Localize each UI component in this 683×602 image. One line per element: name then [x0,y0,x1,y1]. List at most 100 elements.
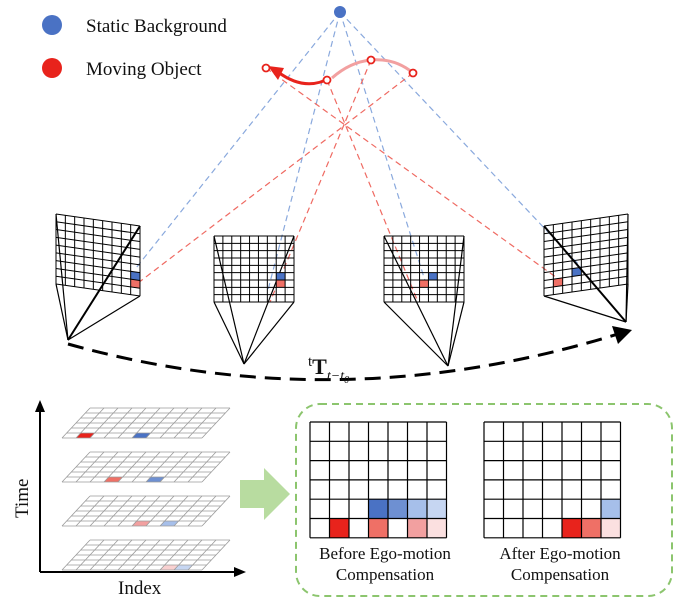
projection-rays [135,11,583,303]
camera-4-grid-row [543,283,629,297]
transform-label-subsubscript: 0 [344,375,349,386]
camera-4-grid-row [543,236,629,250]
camera-2-moving-pixel [276,280,286,288]
camera-1-grid-row [55,275,141,289]
frame-layer-cell [174,565,193,570]
after-caption-line1: After Ego-motion [499,544,621,563]
camera-2-frustum-edge-4 [213,301,245,365]
frame-layer-cell [132,521,151,526]
camera-1-grid-row [55,229,141,243]
after-cell [581,518,601,538]
after-cell [601,499,621,519]
static-legend-marker [42,15,62,35]
camera-4-frustum-highlight [543,225,627,323]
camera-4-grid-row [543,252,629,266]
static-legend-label: Static Background [86,16,227,37]
transform-label-subscript: t−t [327,369,345,384]
camera-4-frustum-edge-3 [625,283,629,323]
camera-3-moving-pixel [419,280,429,288]
camera-1-grid-row [55,221,141,235]
frame-layer-1 [61,407,231,439]
camera-1 [55,213,141,341]
index-axis-arrowhead [234,567,246,577]
camera-4-grid-row [543,244,629,258]
before-caption-line1: Before Ego-motion [319,544,451,563]
after-cell [601,518,621,538]
static-ray-cam2 [267,11,341,291]
camera-1-moving-pixel [130,279,140,289]
moving-ray-cam3 [326,79,419,303]
frame-layer-cell [76,433,95,438]
moving-ray-cam2 [269,59,372,303]
camera-4-frustum-edge-4 [543,295,627,323]
before-compensation-grid [309,421,448,539]
camera-1-grid-row [55,267,141,281]
camera-4-grid-row [543,260,629,274]
before-cell [329,518,349,538]
static-ray-cam1 [135,11,341,269]
camera-2-frustum-edge-2 [243,235,295,365]
camera-1-grid-row [55,260,141,274]
frame-layer-3 [61,495,231,527]
frame-layer-4 [61,539,231,571]
camera-3-frustum-edge-4 [383,301,449,367]
before-cell [427,499,447,519]
moving-legend-marker [42,58,62,78]
time-axis-arrowhead [35,400,45,412]
camera-2 [213,235,295,365]
camera-1-grid-row [55,213,141,227]
moving-point-t0 [408,68,418,78]
camera-4-grid-row [543,213,629,227]
camera-1-grid-row [55,283,141,297]
camera-3 [383,235,465,367]
camera-4-static-pixel [572,267,582,277]
before-caption-line2: Compensation [336,565,435,584]
comparison-panel [295,403,673,597]
moving-ray-cam1 [137,72,414,284]
ego-trajectory-arc [67,332,619,382]
after-cell [562,518,582,538]
before-cell [427,518,447,538]
frame-layer-cell [132,433,151,438]
camera-2-frustum-edge-3 [243,301,295,365]
frame-stack [61,407,231,571]
after-compensation-grid [483,421,622,539]
transform-arrow [240,468,290,520]
camera-4 [543,213,629,323]
camera-1-frustum-highlight [67,225,141,341]
camera-4-grid-row [543,275,629,289]
ego-trajectory-arrowhead [612,326,632,344]
camera-1-grid-row [55,252,141,266]
camera-3-frustum-edge-3 [447,301,465,367]
moving-point-t1 [366,55,376,65]
camera-1-static-pixel [130,271,140,281]
frame-layer-2 [61,451,231,483]
time-axis-label: Time [12,479,33,518]
static-point [334,6,346,18]
legend: Static Background Moving Object [42,15,227,80]
moving-point-t3 [261,63,271,73]
frame-layer-cell [146,477,165,482]
camera-4-moving-pixel [553,277,563,287]
frame-layer-cell [104,477,123,482]
before-cell [368,518,388,538]
transform-label-symbol: T [312,354,327,379]
camera-4-grid-row [543,221,629,235]
before-cell [368,499,388,519]
trajectory-arrowhead [268,66,284,80]
camera-1-grid-row [55,244,141,258]
frame-layer-cell [160,565,179,570]
camera-4-grid-row [543,229,629,243]
moving-ray-cam4 [265,67,565,284]
transform-label-superscript: t [308,354,313,370]
after-caption-line2: Compensation [511,565,610,584]
moving-point-t2 [322,75,332,85]
camera-3-frustum-edge-2 [447,235,465,367]
frame-layer-cell [160,521,179,526]
transform-label: tTt−t0 [308,354,349,386]
moving-trajectory [261,55,418,86]
before-cell [407,499,427,519]
camera-frustums [55,213,629,367]
